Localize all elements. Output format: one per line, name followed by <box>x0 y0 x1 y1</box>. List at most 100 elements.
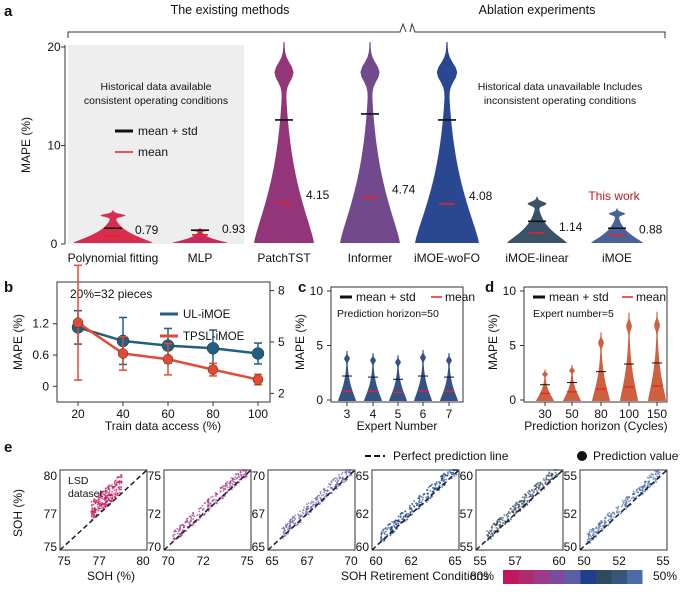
e-point-1 <box>215 499 217 501</box>
e-point-4 <box>499 524 502 526</box>
a-mean-label-6: 0.88 <box>639 222 663 236</box>
e-point-1 <box>196 514 199 517</box>
e-ytick-label-0-2: 80 <box>44 469 58 483</box>
e-point-5 <box>654 469 656 472</box>
b-point-0-4 <box>251 347 265 360</box>
legend-tpsl-label: TPSL-iMOE <box>183 331 245 343</box>
e-point-3 <box>395 522 398 525</box>
panel3-xtick-label-0: 30 <box>538 407 552 421</box>
e-point-2 <box>294 514 296 517</box>
e-point-1 <box>224 487 227 490</box>
e-point-1 <box>211 495 214 498</box>
panel-d: d MAPE (%) Prediction horizon (Cycles) m… <box>485 279 668 433</box>
e-ytick-label-0-1: 77 <box>44 507 58 521</box>
e-point-4 <box>521 502 523 505</box>
e-point-0 <box>92 514 95 517</box>
e-point-5 <box>655 471 657 473</box>
e-point-5 <box>595 534 597 537</box>
colorbar-swatch-3 <box>549 570 565 584</box>
e-point-3 <box>397 522 400 525</box>
panel-a-xticklabels: Polynomial fitting MLP PatchTST Informer iMO… <box>68 251 632 265</box>
e-point-5 <box>598 521 601 524</box>
e-point-2 <box>288 525 291 527</box>
e-point-3 <box>429 489 432 492</box>
e-xtick-label-5-2: 55 <box>656 554 670 568</box>
e-point-2 <box>322 493 325 496</box>
bracket-ablation <box>409 22 666 38</box>
e-point-4 <box>530 489 533 491</box>
e-point-0 <box>95 499 98 502</box>
c-legend-meanstd: mean + std <box>356 290 416 304</box>
e-xtick-label-0-0: 75 <box>57 554 71 568</box>
e-point-5 <box>647 482 649 485</box>
panel-letter-e: e <box>4 439 12 456</box>
e-point-4 <box>538 485 541 488</box>
e-point-1 <box>173 533 176 536</box>
e-point-5 <box>626 506 629 509</box>
a-ytick-label-1: 10 <box>47 139 61 153</box>
e-xtick-label-5-1: 52 <box>612 554 626 568</box>
e-point-3 <box>444 474 447 477</box>
a-xtick-label-1: MLP <box>188 251 213 265</box>
e-point-4 <box>523 496 526 499</box>
e-point-1 <box>185 530 188 532</box>
e-point-5 <box>601 528 604 531</box>
e-point-5 <box>626 497 629 499</box>
e-point-4 <box>490 529 493 532</box>
e-point-3 <box>453 474 456 477</box>
e-point-3 <box>427 495 429 498</box>
e-point-5 <box>642 484 645 487</box>
panel2-xtick-label-3: 6 <box>420 407 427 421</box>
e-point-1 <box>222 489 225 492</box>
e-point-2 <box>318 494 320 497</box>
e-point-0 <box>93 507 96 510</box>
e-point-2 <box>342 481 345 484</box>
e-point-0 <box>94 509 97 512</box>
e-point-5 <box>652 478 655 480</box>
colorbar-swatch-2 <box>534 570 550 584</box>
e-ytick-label-4-2: 60 <box>460 469 474 483</box>
e-perfect-line-3 <box>371 469 460 551</box>
e-point-4 <box>543 479 546 482</box>
e-point-0 <box>112 486 115 488</box>
e-point-5 <box>597 528 600 530</box>
e-point-3 <box>419 501 421 504</box>
e-point-3 <box>393 525 396 528</box>
e-point-1 <box>199 507 202 510</box>
e-point-4 <box>554 471 557 474</box>
e-point-0 <box>104 496 107 499</box>
e-point-4 <box>517 503 520 506</box>
e-point-4 <box>516 503 518 506</box>
e-point-3 <box>434 487 437 490</box>
panel-e-ylabel: SOH (%) <box>11 489 25 537</box>
e-point-0 <box>120 480 123 483</box>
e-point-5 <box>588 533 590 536</box>
e-point-4 <box>496 521 499 524</box>
e-point-1 <box>239 471 242 473</box>
e-point-0 <box>108 490 111 492</box>
e-point-4 <box>514 506 517 509</box>
panel-c: c MAPE (%) Expert Number mean + std mean… <box>293 279 475 433</box>
e-point-0 <box>90 504 93 506</box>
b-ytick-right-label-0: 2 <box>278 386 285 400</box>
e-point-0 <box>108 497 110 500</box>
e-point-0 <box>114 495 117 498</box>
e-point-5 <box>610 518 613 520</box>
e-point-0 <box>116 493 119 496</box>
e-point-5 <box>625 505 628 508</box>
note-right-line2: inconsistent operating conditions <box>484 95 636 107</box>
e-point-2 <box>309 502 312 505</box>
e-point-4 <box>532 496 534 499</box>
e-point-0 <box>104 506 107 509</box>
e-point-3 <box>420 501 423 503</box>
e-point-1 <box>189 520 191 523</box>
e-point-4 <box>534 483 537 486</box>
e-xtick-label-3-1: 62 <box>404 554 418 568</box>
e-point-4 <box>523 497 526 500</box>
e-point-1 <box>198 510 201 513</box>
e-point-0 <box>111 494 114 497</box>
panel-c-violins <box>338 349 458 401</box>
e-point-3 <box>417 503 420 506</box>
e-point-3 <box>404 510 407 513</box>
e-point-0 <box>94 502 97 505</box>
